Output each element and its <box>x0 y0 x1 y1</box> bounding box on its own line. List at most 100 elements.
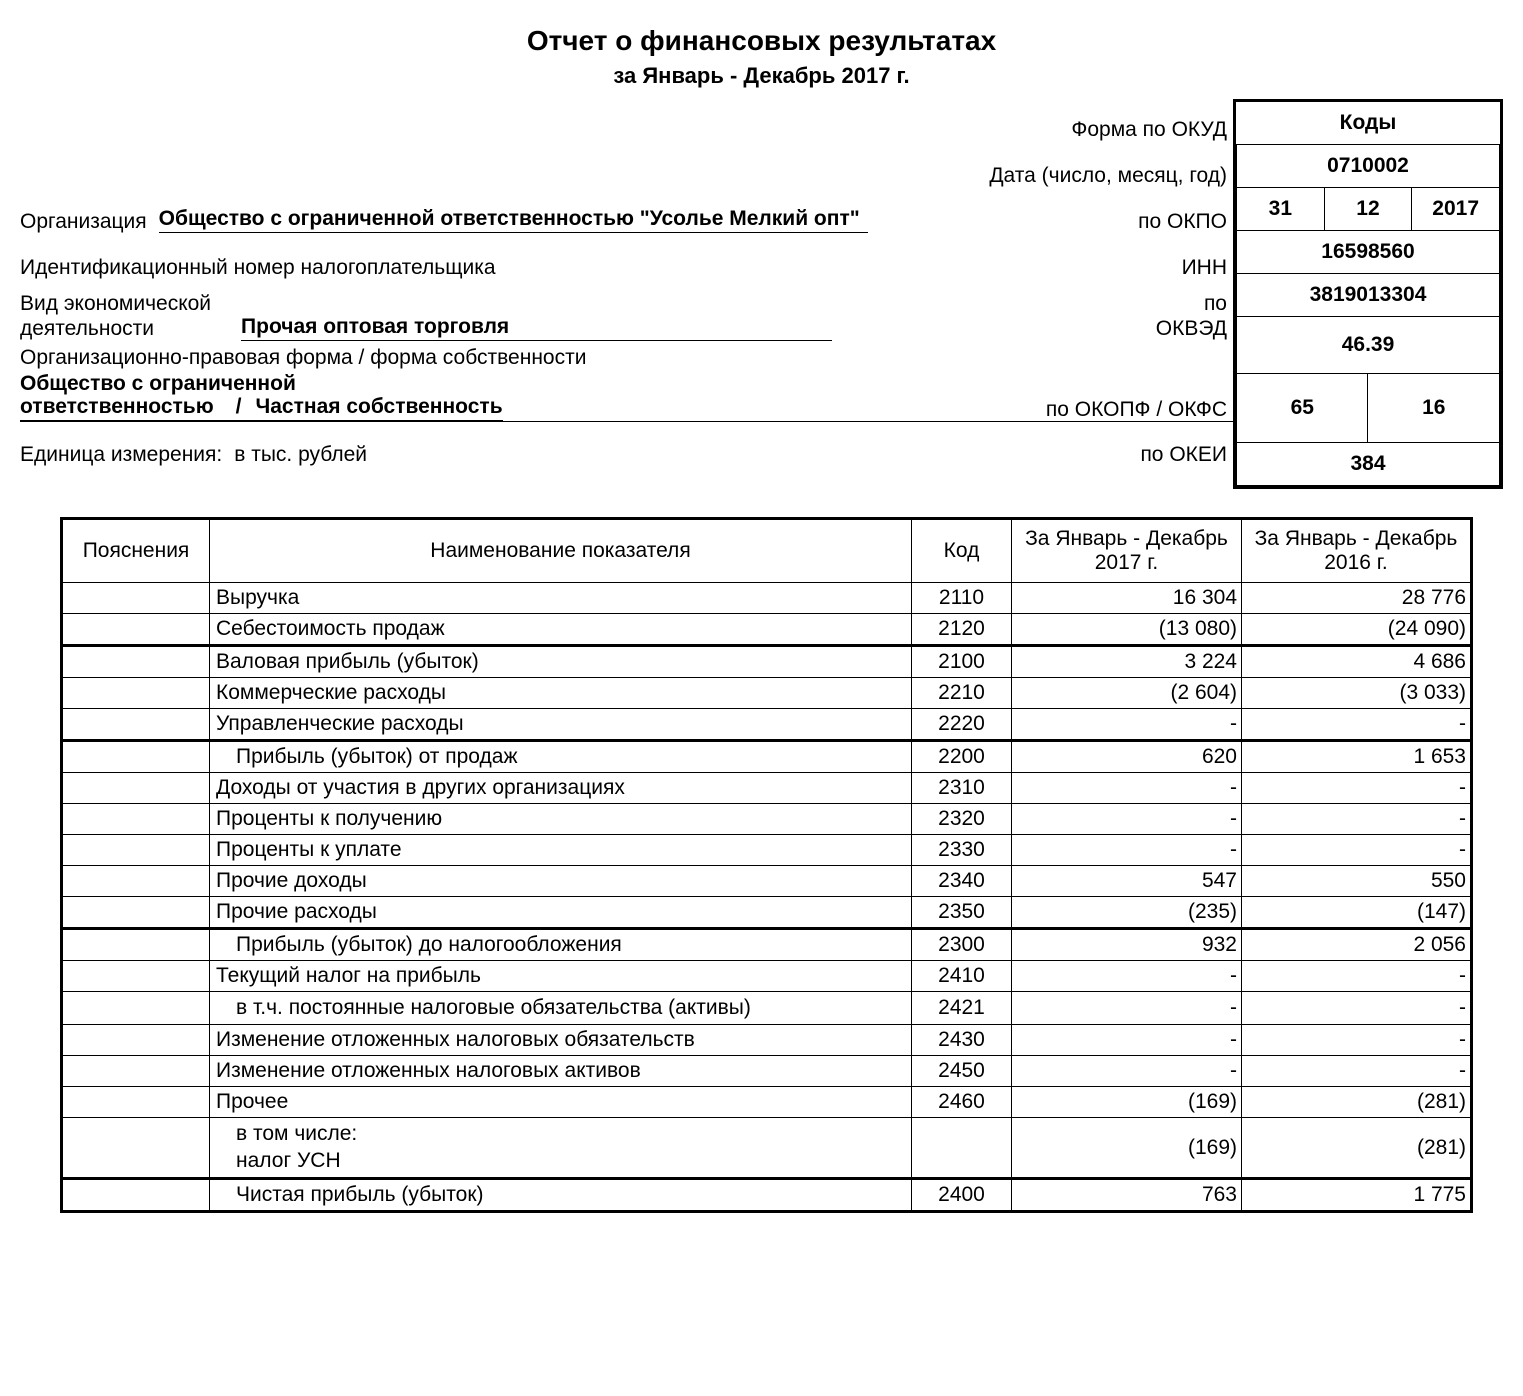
orgform-sep: / <box>230 396 248 418</box>
inn-label-short: ИНН <box>1174 257 1233 279</box>
col-expl: Пояснения <box>62 519 210 583</box>
cell-period2: (24 090) <box>1242 614 1472 646</box>
cell-period2: 1 653 <box>1242 741 1472 773</box>
cell-period2: - <box>1242 709 1472 741</box>
table-header-row: Пояснения Наименование показателя Код За… <box>62 519 1472 583</box>
cell-period1: - <box>1012 961 1242 992</box>
table-row: Валовая прибыль (убыток)21003 2244 686 <box>62 646 1472 678</box>
table-row: Себестоимость продаж2120(13 080)(24 090) <box>62 614 1472 646</box>
cell-name: Валовая прибыль (убыток) <box>210 646 912 678</box>
cell-name: Прочие расходы <box>210 897 912 929</box>
cell-code: 2110 <box>912 583 1012 614</box>
cell-expl <box>62 1056 210 1087</box>
cell-code <box>912 1118 1012 1179</box>
cell-period2: - <box>1242 773 1472 804</box>
cell-period1: - <box>1012 773 1242 804</box>
cell-period1: 932 <box>1012 929 1242 961</box>
cell-period2: 28 776 <box>1242 583 1472 614</box>
cell-name: Прибыль (убыток) от продаж <box>210 741 912 773</box>
cell-expl <box>62 583 210 614</box>
cell-code: 2200 <box>912 741 1012 773</box>
okved-label-2: ОКВЭД <box>1156 316 1227 341</box>
cell-period1: 16 304 <box>1012 583 1242 614</box>
unit-label: Единица измерения: <box>20 444 234 466</box>
cell-code: 2430 <box>912 1025 1012 1056</box>
cell-name: Доходы от участия в других организациях <box>210 773 912 804</box>
cell-code: 2300 <box>912 929 1012 961</box>
code-okei: 384 <box>1237 443 1500 486</box>
cell-expl <box>62 614 210 646</box>
code-inn: 3819013304 <box>1237 274 1500 317</box>
cell-period2: 4 686 <box>1242 646 1472 678</box>
table-row: Чистая прибыль (убыток)24007631 775 <box>62 1178 1472 1211</box>
cell-code: 2400 <box>912 1178 1012 1211</box>
table-row: Коммерческие расходы2210(2 604)(3 033) <box>62 678 1472 709</box>
activity-value: Прочая оптовая торговля <box>241 316 832 341</box>
cell-period2: - <box>1242 835 1472 866</box>
cell-expl <box>62 835 210 866</box>
cell-code: 2460 <box>912 1087 1012 1118</box>
orgform-value-1: Общество с ограниченной <box>20 372 296 395</box>
cell-code: 2120 <box>912 614 1012 646</box>
table-row: Проценты к получению2320-- <box>62 804 1472 835</box>
cell-name: Управленческие расходы <box>210 709 912 741</box>
table-row: Управленческие расходы2220-- <box>62 709 1472 741</box>
inn-label-full: Идентификационный номер налогоплательщик… <box>20 257 508 279</box>
cell-code: 2210 <box>912 678 1012 709</box>
cell-expl <box>62 1087 210 1118</box>
header-block: Форма по ОКУД Дата (число, месяц, год) О… <box>20 99 1503 489</box>
cell-period2: (147) <box>1242 897 1472 929</box>
col-name: Наименование показателя <box>210 519 912 583</box>
cell-name: Текущий налог на прибыль <box>210 961 912 992</box>
code-date-d: 31 <box>1237 188 1325 231</box>
orgform-label: Организационно-правовая форма / форма со… <box>20 347 586 369</box>
cell-name: в т.ч. постоянные налоговые обязательств… <box>210 992 912 1025</box>
report-title: Отчет о финансовых результатах <box>20 25 1503 57</box>
table-row: Прочее2460(169)(281) <box>62 1087 1472 1118</box>
cell-period1: - <box>1012 709 1242 741</box>
cell-expl <box>62 804 210 835</box>
cell-period2: - <box>1242 1025 1472 1056</box>
cell-period1: - <box>1012 804 1242 835</box>
code-okfs: 16 <box>1368 374 1500 443</box>
cell-period2: (3 033) <box>1242 678 1472 709</box>
table-row: Прочие расходы2350(235)(147) <box>62 897 1472 929</box>
cell-period2: 550 <box>1242 866 1472 897</box>
orgform-value-2: ответственностью <box>20 396 214 418</box>
cell-code: 2450 <box>912 1056 1012 1087</box>
financial-table: Пояснения Наименование показателя Код За… <box>60 517 1473 1213</box>
codes-box: Коды 0710002 31 12 2017 16598560 3819013… <box>1233 99 1503 489</box>
cell-expl <box>62 741 210 773</box>
cell-code: 2340 <box>912 866 1012 897</box>
col-period2: За Январь - Декабрь 2016 г. <box>1242 519 1472 583</box>
code-date-m: 12 <box>1324 188 1412 231</box>
cell-name: в том числе:налог УСН <box>210 1118 912 1179</box>
code-okopf: 65 <box>1237 374 1368 443</box>
col-period1: За Январь - Декабрь 2017 г. <box>1012 519 1242 583</box>
col-code: Код <box>912 519 1012 583</box>
table-row: Прочие доходы2340547550 <box>62 866 1472 897</box>
code-okved: 46.39 <box>1237 317 1500 374</box>
cell-name: Чистая прибыль (убыток) <box>210 1178 912 1211</box>
cell-period2: (281) <box>1242 1087 1472 1118</box>
cell-period1: 620 <box>1012 741 1242 773</box>
cell-expl <box>62 678 210 709</box>
cell-period1: 763 <box>1012 1178 1242 1211</box>
cell-period1: (235) <box>1012 897 1242 929</box>
cell-expl <box>62 897 210 929</box>
cell-expl <box>62 773 210 804</box>
cell-expl <box>62 866 210 897</box>
cell-expl <box>62 929 210 961</box>
table-row: в т.ч. постоянные налоговые обязательств… <box>62 992 1472 1025</box>
table-row: Доходы от участия в других организациях2… <box>62 773 1472 804</box>
cell-expl <box>62 709 210 741</box>
cell-code: 2220 <box>912 709 1012 741</box>
code-okpo: 16598560 <box>1237 231 1500 274</box>
cell-code: 2100 <box>912 646 1012 678</box>
cell-name: Проценты к получению <box>210 804 912 835</box>
okei-label: по ОКЕИ <box>1132 444 1233 466</box>
cell-code: 2410 <box>912 961 1012 992</box>
cell-code: 2320 <box>912 804 1012 835</box>
table-row: Прибыль (убыток) от продаж22006201 653 <box>62 741 1472 773</box>
cell-expl <box>62 1025 210 1056</box>
